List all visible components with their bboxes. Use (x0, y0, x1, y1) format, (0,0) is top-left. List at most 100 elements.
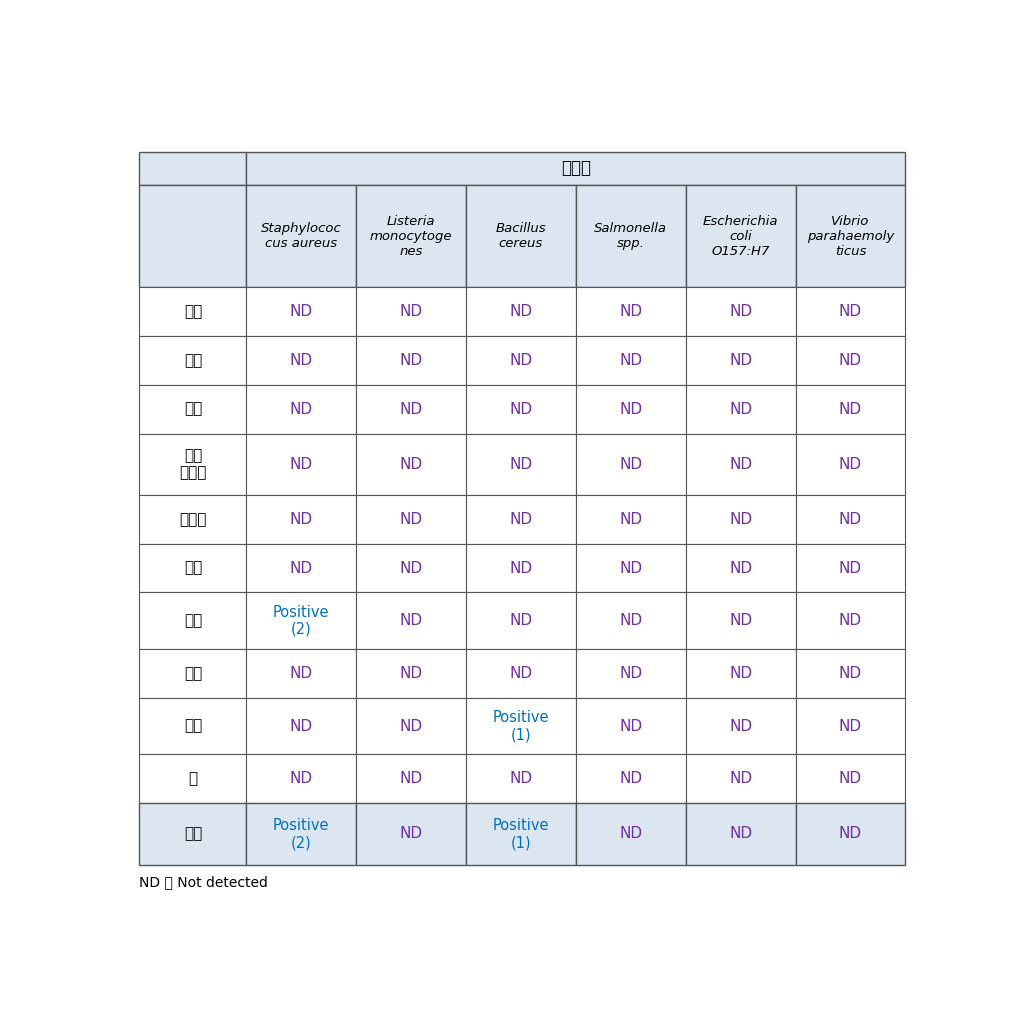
Bar (356, 495, 466, 544)
Bar (140, 698, 246, 755)
Bar (140, 185, 246, 287)
Bar (356, 336, 466, 385)
Bar (466, 592, 576, 649)
Bar (356, 592, 466, 649)
Text: ND ： Not detected: ND ： Not detected (140, 875, 269, 889)
Text: 꽤막: 꽤막 (184, 719, 202, 733)
Bar (140, 755, 246, 803)
Bar (576, 495, 686, 544)
Text: ND: ND (399, 613, 423, 629)
Bar (576, 385, 686, 433)
Bar (140, 287, 246, 336)
Bar (466, 495, 576, 544)
Text: Staphylococ
cus aureus: Staphylococ cus aureus (261, 222, 342, 250)
Bar (795, 592, 906, 649)
Bar (466, 287, 576, 336)
Text: 굴: 굴 (188, 771, 197, 786)
Text: ND: ND (509, 401, 533, 417)
Bar (686, 336, 795, 385)
Text: ND: ND (839, 512, 862, 526)
Text: ND: ND (729, 771, 752, 786)
Text: Salmonella
spp.: Salmonella spp. (594, 222, 668, 250)
Bar (686, 433, 795, 495)
Text: ND: ND (399, 304, 423, 320)
Text: ND: ND (729, 457, 752, 472)
Bar (466, 649, 576, 698)
Bar (686, 803, 795, 864)
Bar (795, 649, 906, 698)
Text: ND: ND (290, 401, 312, 417)
Bar (356, 803, 466, 864)
Text: ND: ND (620, 771, 642, 786)
Text: ND: ND (509, 613, 533, 629)
Text: ND: ND (509, 304, 533, 320)
Text: ND: ND (290, 304, 312, 320)
Bar (140, 649, 246, 698)
Text: ND: ND (290, 353, 312, 368)
Bar (686, 544, 795, 592)
Text: ND: ND (620, 719, 642, 733)
Bar (140, 544, 246, 592)
Bar (356, 755, 466, 803)
Text: ND: ND (729, 560, 752, 576)
Text: ND: ND (399, 666, 423, 681)
Text: ND: ND (729, 512, 752, 526)
Text: ND: ND (509, 666, 533, 681)
Bar (466, 385, 576, 433)
Text: ND: ND (839, 666, 862, 681)
Bar (686, 755, 795, 803)
Bar (466, 544, 576, 592)
Text: ND: ND (839, 719, 862, 733)
Bar (576, 649, 686, 698)
Text: ND: ND (509, 560, 533, 576)
Bar (795, 698, 906, 755)
Bar (466, 755, 576, 803)
Text: Bacillus
cereus: Bacillus cereus (495, 222, 546, 250)
Text: 양상추: 양상추 (180, 512, 206, 526)
Bar (795, 544, 906, 592)
Text: ND: ND (509, 353, 533, 368)
Bar (686, 385, 795, 433)
Bar (466, 803, 576, 864)
Text: ND: ND (620, 353, 642, 368)
Bar (246, 755, 356, 803)
Bar (246, 433, 356, 495)
Bar (246, 544, 356, 592)
Text: 대파: 대파 (184, 353, 202, 368)
Text: Positive
(2): Positive (2) (273, 818, 330, 850)
Bar (246, 698, 356, 755)
Bar (356, 698, 466, 755)
Text: Listeria
monocytoge
nes: Listeria monocytoge nes (370, 215, 452, 257)
Text: 오이: 오이 (184, 560, 202, 576)
Bar (246, 152, 906, 185)
Text: ND: ND (839, 457, 862, 472)
Text: ND: ND (620, 826, 642, 842)
Text: 평균: 평균 (184, 826, 202, 842)
Bar (140, 336, 246, 385)
Text: ND: ND (399, 560, 423, 576)
Bar (795, 755, 906, 803)
Bar (466, 185, 576, 287)
Text: 방울
토마토: 방울 토마토 (180, 448, 206, 481)
Bar (576, 433, 686, 495)
Bar (140, 385, 246, 433)
Text: Positive
(2): Positive (2) (273, 605, 330, 637)
Bar (795, 385, 906, 433)
Bar (466, 336, 576, 385)
Bar (576, 592, 686, 649)
Bar (246, 803, 356, 864)
Text: Vibrio
parahaemoly
ticus: Vibrio parahaemoly ticus (807, 215, 894, 257)
Bar (795, 433, 906, 495)
Text: ND: ND (290, 457, 312, 472)
Bar (246, 287, 356, 336)
Text: ND: ND (839, 304, 862, 320)
Bar (576, 544, 686, 592)
Bar (246, 336, 356, 385)
Bar (686, 698, 795, 755)
Text: ND: ND (399, 457, 423, 472)
Bar (356, 287, 466, 336)
Bar (356, 385, 466, 433)
Bar (140, 495, 246, 544)
Text: ND: ND (399, 771, 423, 786)
Bar (795, 287, 906, 336)
